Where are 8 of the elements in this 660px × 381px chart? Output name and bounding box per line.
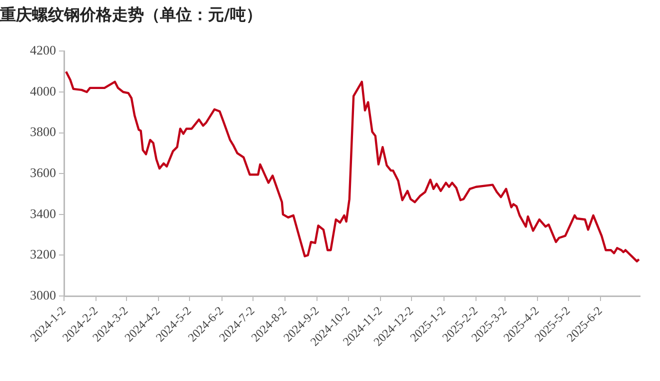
y-tick-label: 3600	[30, 165, 56, 180]
y-tick-label: 4000	[30, 83, 56, 98]
y-tick-label: 3400	[30, 206, 56, 221]
chart-title: 重庆螺纹钢价格走势（单位：元/吨）	[0, 4, 262, 24]
y-tick-label: 3800	[30, 124, 56, 140]
y-tick-label: 3000	[30, 287, 56, 302]
y-tick-label: 4200	[30, 42, 56, 58]
y-tick-label: 3200	[30, 246, 56, 262]
